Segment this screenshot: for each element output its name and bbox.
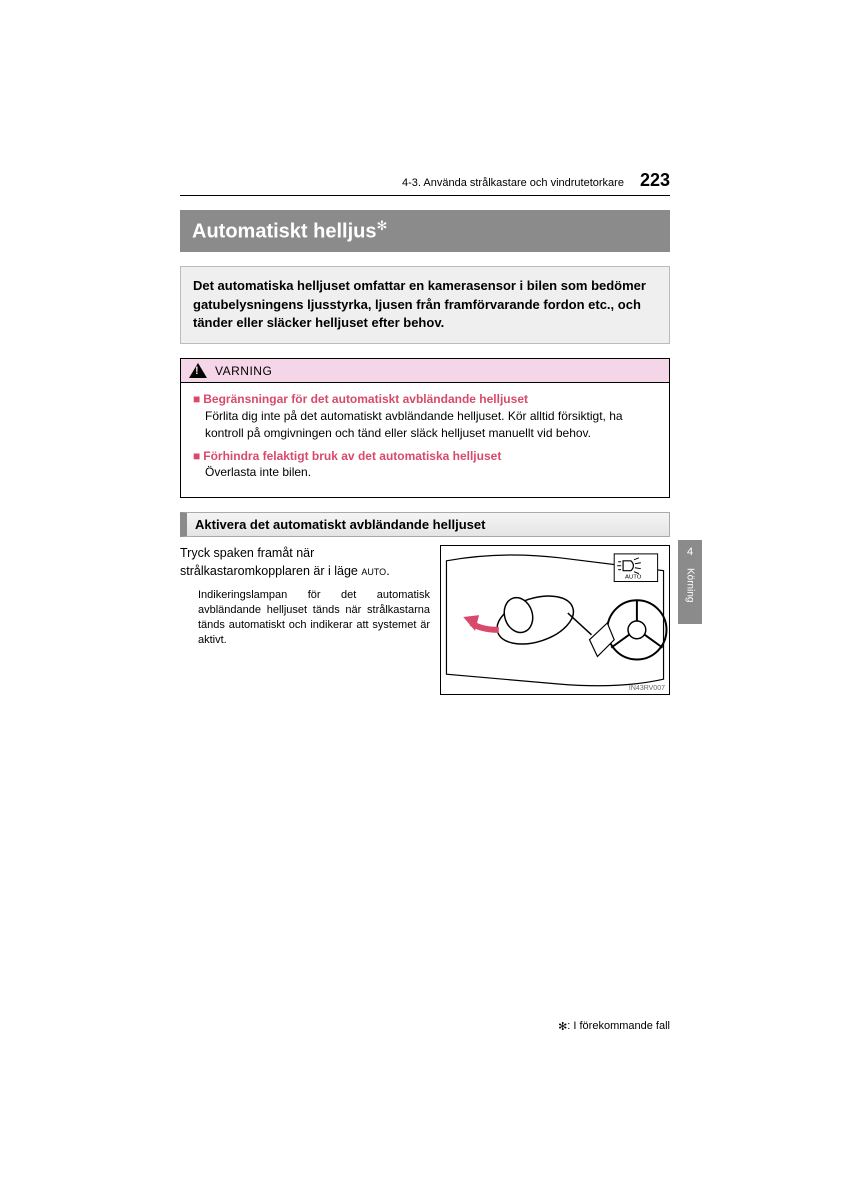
diagram-id: IN43RV007 [629,685,665,692]
bullet-icon: ■ [193,448,200,465]
warning-label: VARNING [215,364,272,378]
warning-body: ■Begränsningar för det automatiskt avblä… [181,383,669,497]
indicator-note: Indikeringslampan för det automatisk avb… [180,588,430,647]
chapter-label: Körning [685,568,696,602]
instruction-text: Tryck spaken framåt när strålkastaromkop… [180,545,430,580]
page-header: 4-3. Använda strålkastare och vindruteto… [180,170,670,196]
auto-icon-label: AUTO [625,575,642,581]
chapter-number: 4 [687,546,693,558]
page-title: Automatiskt helljus✻ [180,210,670,252]
footnote-text: : I förekommande fall [567,1020,670,1032]
content-row: Tryck spaken framåt när strålkastaromkop… [180,545,670,695]
warning-item-text: Överlasta inte bilen. [193,464,657,481]
footnote: ✻: I förekommande fall [558,1020,670,1033]
page-number: 223 [640,170,670,191]
chapter-tab: 4 Körning [678,540,702,624]
warning-triangle-icon [189,363,207,378]
manual-page: 4-3. Använda strålkastare och vindruteto… [180,170,670,695]
warning-header: VARNING [181,359,669,383]
warning-box: VARNING ■Begränsningar för det automatis… [180,358,670,498]
section-path: 4-3. Använda strålkastare och vindruteto… [402,177,624,189]
intro-box: Det automatiska helljuset omfattar en ka… [180,266,670,345]
bullet-icon: ■ [193,391,200,408]
title-text: Automatiskt helljus [192,221,376,243]
warning-item-text: Förlita dig inte på det automatiskt avbl… [193,408,657,442]
content-text: Tryck spaken framåt när strålkastaromkop… [180,545,430,695]
lever-diagram: AUTO IN43RV007 [440,545,670,695]
section-heading: Aktivera det automatiskt avbländande hel… [180,512,670,537]
footnote-marker: ✻ [558,1021,567,1033]
warning-item-heading: ■Begränsningar för det automatiskt avblä… [193,391,657,408]
warning-item-heading: ■Förhindra felaktigt bruk av det automat… [193,448,657,465]
title-footnote-marker: ✻ [376,218,387,233]
diagram-svg: AUTO [441,546,669,694]
